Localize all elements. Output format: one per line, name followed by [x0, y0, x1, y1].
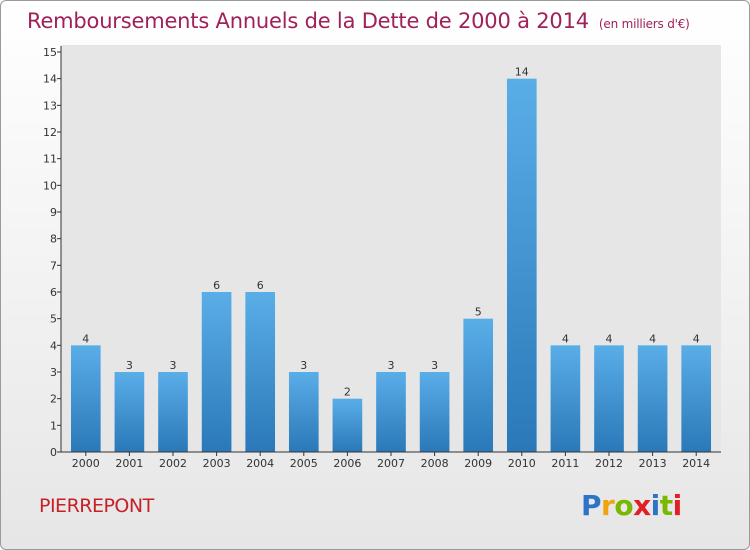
logo-letter: i: [650, 489, 661, 522]
y-tick-label: 13: [43, 99, 57, 112]
bar-2010: [506, 78, 537, 453]
commune-name: PIERREPONT: [39, 495, 154, 517]
chart-title: Remboursements Annuels de la Dette de 20…: [27, 9, 690, 33]
bar-2000: [70, 345, 101, 452]
proxiti-logo: Proxiti: [581, 489, 682, 522]
bar-value-label: 4: [82, 332, 89, 345]
bar-2014: [681, 345, 712, 452]
x-tick-label: 2010: [508, 457, 536, 470]
x-tick-label: 2012: [595, 457, 623, 470]
bar-2005: [288, 372, 319, 452]
y-tick-label: 2: [50, 393, 57, 406]
logo-letter: i: [672, 489, 683, 522]
y-tick-label: 6: [50, 286, 57, 299]
x-tick-label: 2013: [639, 457, 667, 470]
bar-value-label: 14: [515, 66, 529, 79]
y-tick-label: 1: [50, 419, 57, 432]
y-tick-label: 15: [43, 46, 57, 59]
x-tick-label: 2002: [159, 457, 187, 470]
bar-value-label: 6: [213, 279, 220, 292]
x-tick-label: 2006: [333, 457, 361, 470]
bar-value-label: 6: [257, 279, 264, 292]
bar-2008: [419, 372, 450, 452]
logo-letter: t: [659, 489, 673, 522]
bar-2013: [637, 345, 668, 452]
y-tick-label: 5: [50, 313, 57, 326]
y-tick-label: 11: [43, 153, 57, 166]
y-tick-label: 14: [43, 73, 57, 86]
x-tick-label: 2014: [682, 457, 710, 470]
y-tick-label: 9: [50, 206, 57, 219]
bar-2002: [158, 372, 188, 452]
x-tick-label: 2004: [246, 457, 274, 470]
y-tick-label: 10: [43, 179, 57, 192]
bar-value-label: 3: [300, 359, 307, 372]
x-tick-label: 2005: [290, 457, 318, 470]
logo-letter: o: [614, 489, 634, 522]
bar-2011: [550, 345, 581, 452]
bar-value-label: 5: [475, 306, 482, 319]
x-tick-label: 2000: [72, 457, 100, 470]
bar-2001: [114, 372, 145, 452]
bar-value-label: 4: [606, 332, 613, 345]
x-tick-label: 2011: [551, 457, 579, 470]
x-tick-label: 2009: [464, 457, 492, 470]
bar-value-label: 3: [126, 359, 133, 372]
bar-value-label: 3: [170, 359, 177, 372]
bar-2012: [594, 345, 624, 452]
bar-value-label: 3: [431, 359, 438, 372]
bar-value-label: 2: [344, 386, 351, 399]
y-tick-label: 0: [50, 446, 57, 459]
x-tick-label: 2007: [377, 457, 405, 470]
title-text: Remboursements Annuels de la Dette de 20…: [27, 9, 589, 33]
bar-value-label: 4: [649, 332, 656, 345]
logo-letter: x: [633, 489, 651, 522]
y-tick-label: 7: [50, 259, 57, 272]
logo-letter: r: [601, 489, 615, 522]
bar-2006: [332, 398, 363, 452]
x-axis: 2000 2001 2002 2003 2004 2005 2006 2007 2008 2009…: [61, 451, 721, 470]
y-tick-label: 4: [50, 339, 57, 352]
bar-2009: [463, 318, 494, 452]
bar-value-label: 4: [562, 332, 569, 345]
y-tick-label: 8: [50, 233, 57, 246]
y-tick-label: 3: [50, 366, 57, 379]
x-tick-label: 2003: [203, 457, 231, 470]
logo-letter: P: [581, 489, 602, 522]
bar-value-label: 3: [388, 359, 395, 372]
title-unit: (en milliers d'€): [598, 17, 690, 31]
bar-value-label: 4: [693, 332, 700, 345]
x-tick-label: 2001: [115, 457, 143, 470]
bar-2004: [245, 292, 276, 452]
bar-2007: [376, 372, 406, 452]
bars: 4 3 3 6 6 3 2 3 3 5 14 4 4 4 4: [70, 66, 712, 453]
x-tick-label: 2008: [421, 457, 449, 470]
bar-2003: [201, 292, 232, 452]
y-tick-label: 12: [43, 126, 57, 139]
